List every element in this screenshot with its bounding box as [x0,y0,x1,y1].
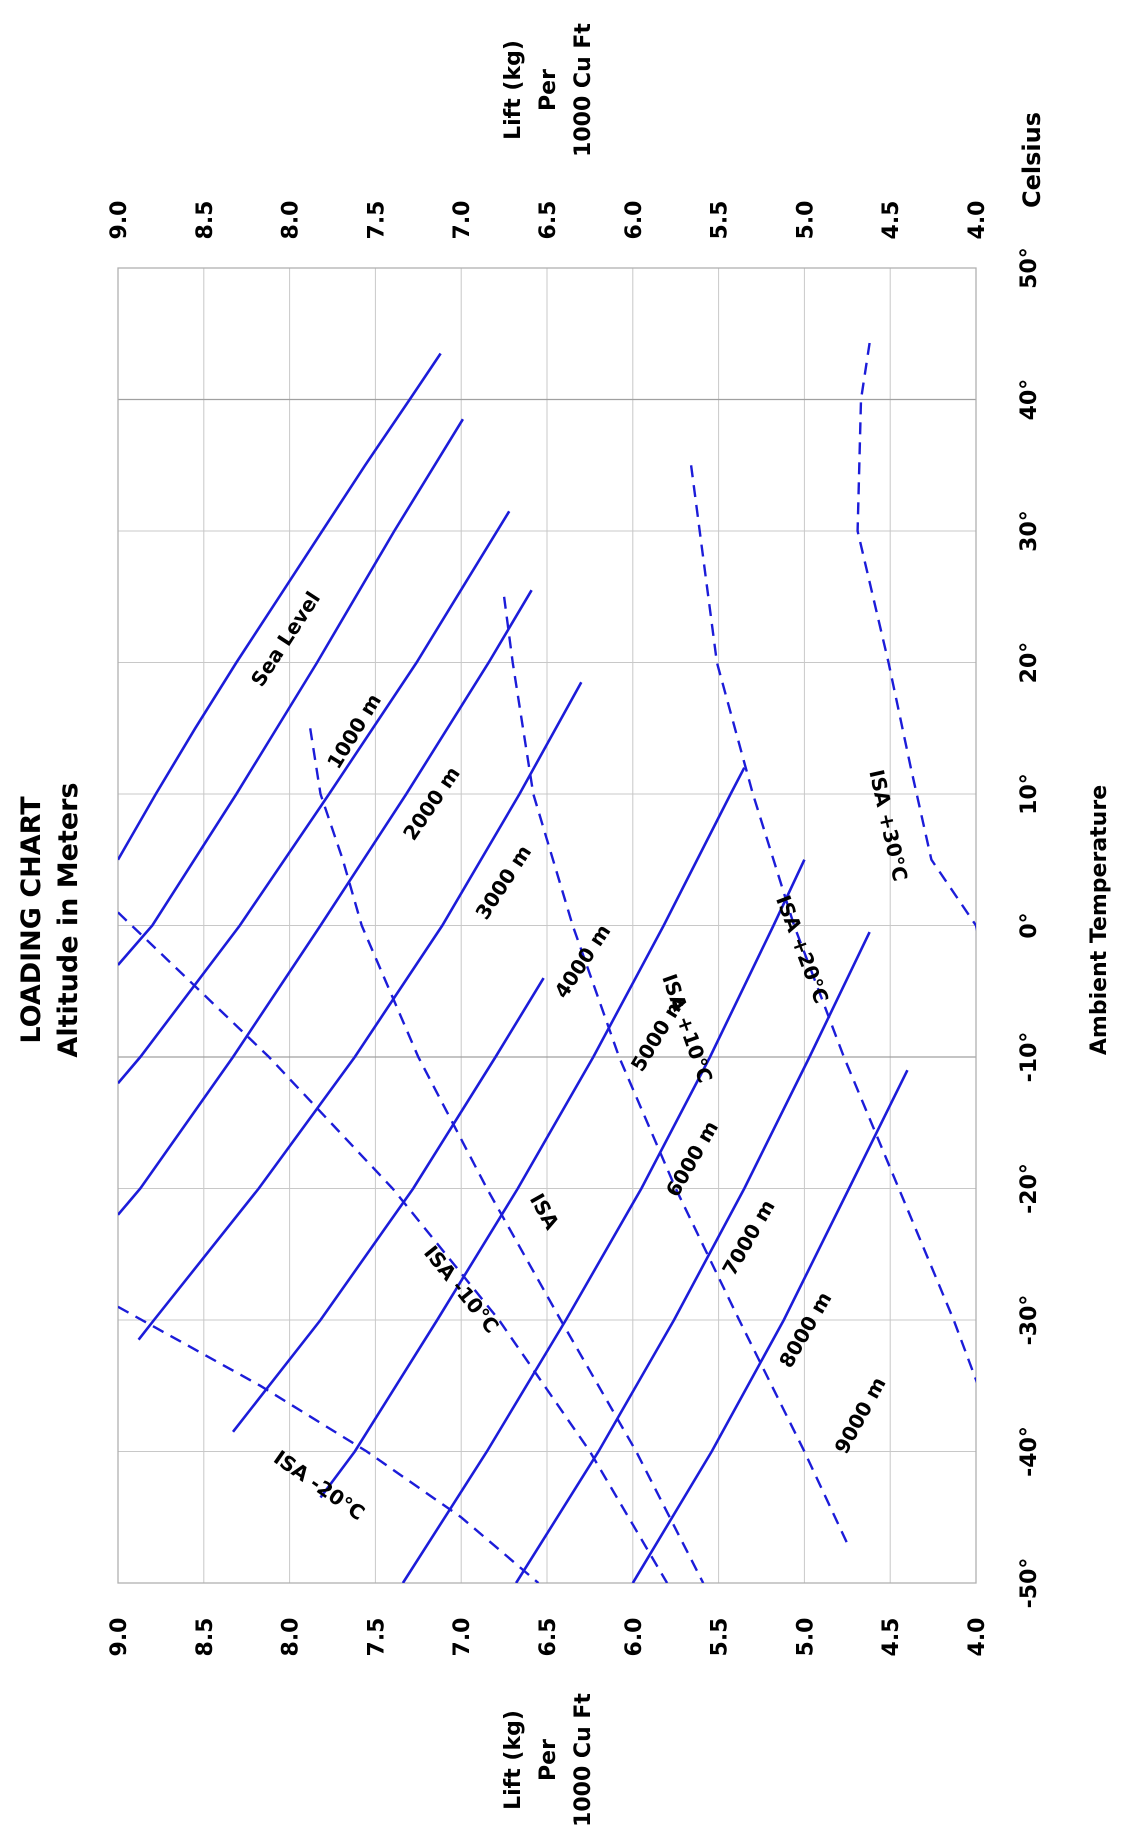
y-tick-top: 6.5 [536,201,561,240]
y-tick-bottom: 6.0 [622,1618,647,1657]
x-tick: 10° [1017,773,1042,815]
y-tick-top: 5.5 [708,201,733,240]
y-tick-top: 4.0 [965,201,990,240]
altitude-line-8 [514,931,871,1583]
y-axis-label-top-1: Lift (kg) [501,40,526,140]
y-axis-label-bottom-3: 1000 Cu Ft [571,1693,596,1827]
y-tick-top: 4.5 [879,201,904,240]
isa-line-1 [118,911,669,1583]
y-tick-bottom: 4.0 [965,1618,990,1657]
y-tick-top: 6.0 [622,201,647,240]
x-tick: -30° [1017,1295,1042,1346]
y-tick-bottom: 9.0 [107,1618,132,1657]
isa-line-2 [309,728,705,1583]
x-axis-label: Ambient Temperature [1087,785,1112,1055]
y-tick-top: 7.5 [364,201,389,240]
altitude-label-8: 8000 m [774,1288,836,1372]
grid [117,267,977,1584]
y-axis-label-top-3: 1000 Cu Ft [571,23,596,157]
y-tick-top: 8.0 [279,201,304,240]
y-tick-bottom: 6.5 [536,1618,561,1657]
altitude-line-4 [137,681,583,1341]
y-tick-bottom: 7.0 [450,1618,475,1657]
isa-line-0 [118,1305,540,1583]
altitude-label-9: 9000 m [829,1373,890,1458]
altitude-label-3: 3000 m [470,841,536,924]
altitude-line-3 [118,589,533,1216]
y-tick-bottom: 8.5 [193,1618,218,1657]
y-tick-bottom: 7.5 [364,1618,389,1657]
altitude-line-6 [319,767,746,1499]
altitude-line-5 [231,977,545,1433]
chart-subtitle: Altitude in Meters [53,782,84,1057]
altitude-line-9 [631,1069,909,1583]
x-tick: -40° [1017,1426,1042,1477]
isa-label-4: ISA +20°C [771,892,834,1007]
altitude-line-2 [118,510,511,1085]
y-axis-label-bottom-2: Per [536,1739,561,1781]
altitude-line-1 [118,418,465,966]
y-tick-bottom: 4.5 [879,1618,904,1657]
y-tick-top: 9.0 [107,201,132,240]
altitude-line-0 [118,352,442,861]
plot-lines [118,342,976,1583]
isa-line-3 [502,596,849,1545]
altitude-label-7: 7000 m [717,1195,779,1279]
y-tick-top: 5.0 [793,201,818,240]
x-tick: -50° [1017,1558,1042,1609]
x-tick: 50° [1017,247,1042,289]
x-tick: -20° [1017,1163,1042,1214]
y-tick-bottom: 8.0 [279,1618,304,1657]
x-tick: -10° [1017,1032,1042,1083]
y-tick-bottom: 5.0 [793,1618,818,1657]
x-tick: 40° [1017,379,1042,421]
altitude-label-1: 1000 m [322,689,386,773]
isa-label-2: ISA [525,1189,564,1234]
titles: LOADING CHART Altitude in Meters Ambient… [16,23,1112,1827]
x-axis-unit: Celsius [1018,112,1046,208]
x-tick: 0° [1017,912,1042,938]
isa-line-4 [689,465,976,1384]
altitude-label-0: Sea Level [246,587,325,691]
isa-label-5: ISA +30°C [864,767,912,883]
chart-title: LOADING CHART [16,796,47,1044]
x-tick: 30° [1017,510,1042,552]
y-axis-label-bottom-1: Lift (kg) [501,1710,526,1810]
y-tick-bottom: 5.5 [708,1618,733,1657]
altitude-line-7 [401,859,806,1583]
altitude-label-4: 4000 m [549,920,615,1003]
isa-label-0: ISA -20°C [269,1445,369,1525]
tick-labels: 9.0 9.0 8.5 8.5 8.0 8.0 7.5 7.5 7.0 7.0 6.5 6.5 6.0 6… [107,201,1042,1657]
x-tick: 20° [1017,642,1042,684]
y-axis-label-top-2: Per [536,69,561,111]
y-tick-top: 8.5 [193,201,218,240]
altitude-label-2: 2000 m [398,762,465,845]
y-tick-top: 7.0 [450,201,475,240]
isa-line-5 [856,342,976,932]
